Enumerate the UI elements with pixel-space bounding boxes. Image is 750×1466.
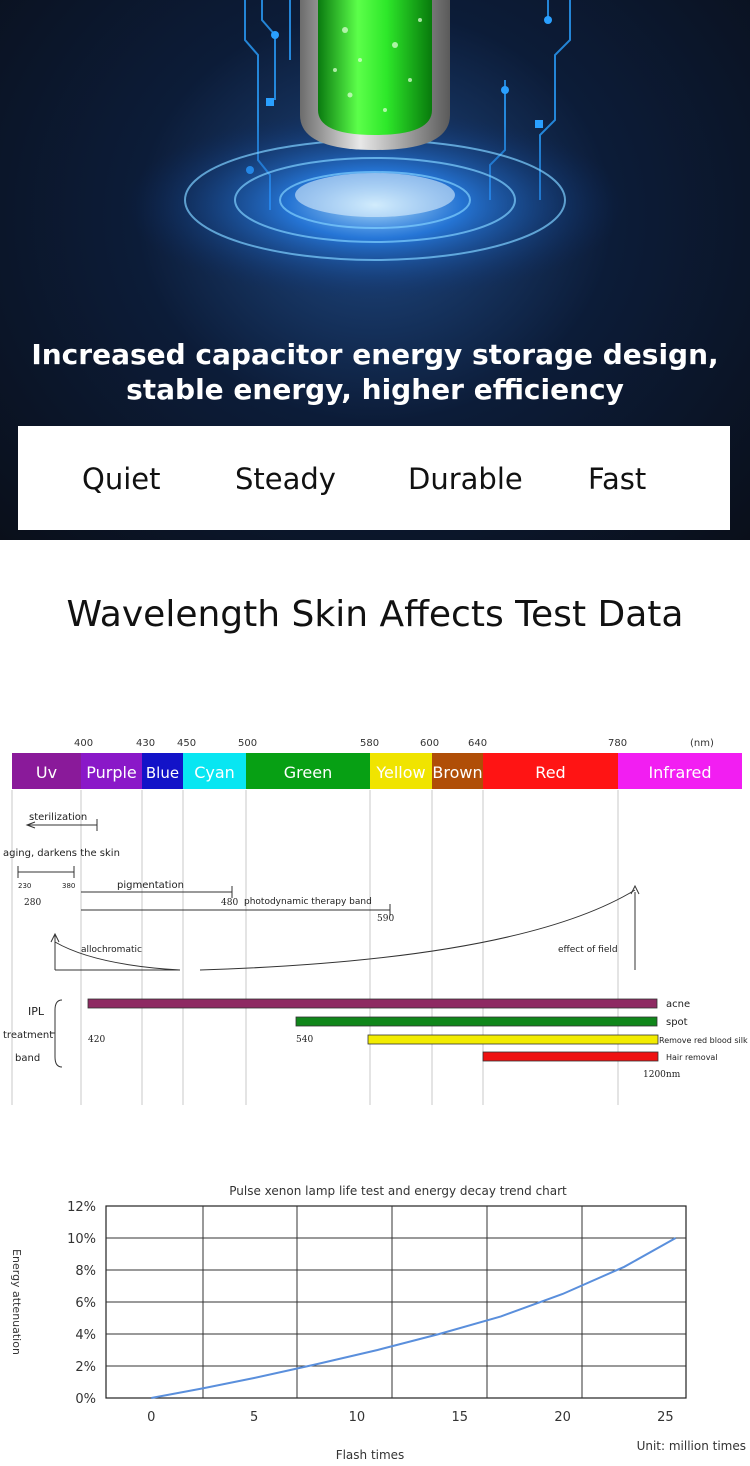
chart-x-tick: 10: [349, 1410, 366, 1425]
chart-x-tick: 25: [657, 1410, 674, 1425]
wavelength-450: 450: [177, 738, 196, 749]
chart-y-tick: 10%: [67, 1232, 96, 1247]
band-label-yellow: Yellow: [375, 763, 425, 782]
chart-series-line: [151, 1237, 677, 1399]
ipl-bar-1: [295, 1016, 658, 1027]
feature-bar: Quiet Steady Durable Fast: [18, 426, 730, 530]
wavelength-500: 500: [238, 738, 257, 749]
band-uv: [12, 753, 81, 789]
wavelength-280: 280: [24, 898, 41, 908]
ipl-treatment-bars: acne spot Remove red blood silk Hair remova…: [87, 998, 748, 1062]
ipl-bar-3: [482, 1051, 659, 1062]
chart-y-axis-label: Energy attenuation: [10, 1249, 23, 1355]
band-label-purple: Purple: [86, 763, 137, 782]
chart-y-tick: 2%: [75, 1360, 96, 1375]
chart-title: Pulse xenon lamp life test and energy de…: [229, 1184, 567, 1198]
effect-allochromatic: allochromatic: [81, 945, 142, 955]
spectrum-bands: Uv Purple Blue Cyan Green Yellow Brown Red Infra…: [12, 753, 742, 789]
ipl-treatment-label: treatment: [3, 1030, 53, 1041]
feature-durable: Durable: [408, 462, 523, 496]
section-title: Wavelength Skin Affects Test Data: [66, 594, 684, 635]
chart-x-ticks: 0 5 10 15 20 25: [147, 1410, 674, 1425]
chart-y-tick: 0%: [75, 1392, 96, 1407]
wavelength-590: 590: [377, 914, 394, 924]
band-brown: [432, 753, 483, 789]
band-cyan: [183, 753, 246, 789]
wavelength-480: 480: [221, 898, 238, 908]
ipl-start-420: 420: [88, 1035, 105, 1045]
effect-sterilization: sterilization: [29, 812, 87, 823]
ipl-bar-2: [367, 1034, 659, 1045]
band-label-infrared: Infrared: [648, 763, 711, 782]
band-label-uv: Uv: [36, 763, 57, 782]
ipl-bar-label-3: Hair removal: [666, 1053, 718, 1062]
ipl-end-1200: 1200nm: [643, 1070, 681, 1080]
capacitor-illustration: [125, 0, 625, 300]
chart-y-tick: 6%: [75, 1296, 96, 1311]
chart-x-axis-label: Flash times: [336, 1448, 405, 1462]
hero-headline-line-1: Increased capacitor energy storage desig…: [31, 338, 719, 371]
energy-decay-chart: Pulse xenon lamp life test and energy de…: [10, 1184, 746, 1462]
ipl-start-540: 540: [296, 1035, 313, 1045]
ipl-band-label: band: [15, 1053, 40, 1064]
effect-aging: aging, darkens the skin: [3, 848, 120, 859]
effect-of-field: effect of field: [558, 945, 618, 955]
ipl-bar-label-2: Remove red blood silk: [659, 1036, 748, 1045]
wavelength-640: 640: [468, 738, 487, 749]
chart-unit-note: Unit: million times: [637, 1439, 746, 1453]
effect-photodynamic-therapy: photodynamic therapy band: [244, 897, 372, 907]
wavelength-580: 580: [360, 738, 379, 749]
chart-x-tick: 5: [250, 1410, 258, 1425]
wavelength-380: 380: [62, 882, 75, 890]
band-label-blue: Blue: [146, 764, 179, 782]
feature-fast: Fast: [588, 462, 647, 496]
chart-x-tick: 20: [554, 1410, 571, 1425]
band-label-red: Red: [535, 763, 565, 782]
chart-grid: [105, 1205, 687, 1399]
band-blue: [142, 753, 183, 789]
wavelength-unit: (nm): [690, 738, 714, 749]
band-red: [483, 753, 618, 789]
hero-banner: Increased capacitor energy storage desig…: [0, 0, 750, 540]
chart-y-tick: 4%: [75, 1328, 96, 1343]
ipl-label: IPL: [28, 1005, 45, 1018]
feature-steady: Steady: [235, 462, 336, 496]
band-purple: [81, 753, 142, 789]
chart-y-ticks: 0% 2% 4% 6% 8% 10% 12%: [67, 1200, 96, 1407]
wavelength-spectrum-diagram: 400 430 450 500 580 600 640 780 (nm) Uv P…: [3, 738, 748, 1105]
band-label-green: Green: [284, 763, 332, 782]
ipl-bar-label-0: acne: [666, 999, 690, 1010]
wavelength-780: 780: [608, 738, 627, 749]
hero-headline-line-2: stable energy, higher efficiency: [126, 373, 624, 406]
band-green: [246, 753, 370, 789]
band-label-brown: Brown: [432, 763, 482, 782]
chart-x-tick: 0: [147, 1410, 155, 1425]
ipl-bar-0: [87, 998, 658, 1009]
wavelength-400: 400: [74, 738, 93, 749]
effect-pigmentation: pigmentation: [117, 880, 184, 891]
band-label-cyan: Cyan: [194, 763, 235, 782]
band-infrared: [618, 753, 742, 789]
chart-y-tick: 8%: [75, 1264, 96, 1279]
feature-quiet: Quiet: [82, 462, 161, 496]
wavelength-230: 230: [18, 882, 31, 890]
ipl-bar-label-1: spot: [666, 1017, 688, 1028]
wavelength-600: 600: [420, 738, 439, 749]
band-yellow: [370, 753, 432, 789]
chart-y-tick: 12%: [67, 1200, 96, 1215]
chart-x-tick: 15: [451, 1410, 468, 1425]
wavelength-430: 430: [136, 738, 155, 749]
